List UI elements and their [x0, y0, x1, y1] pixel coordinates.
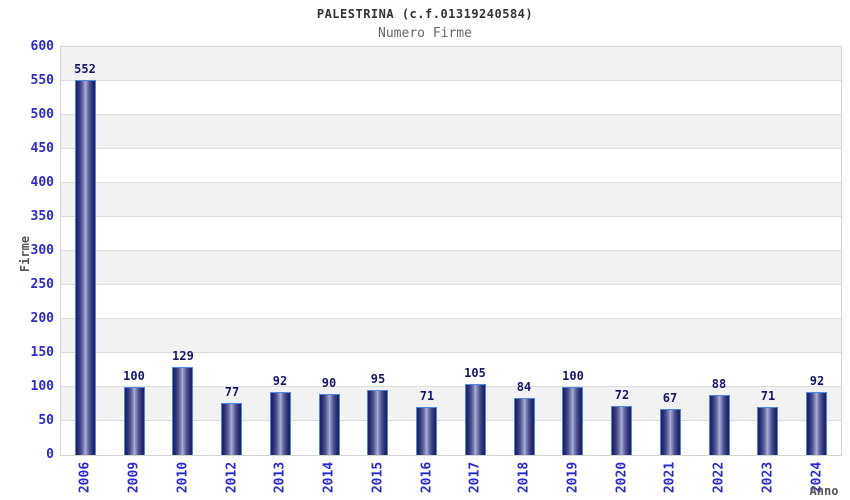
bar-value-label: 95: [370, 372, 386, 386]
grid-band: [61, 251, 841, 285]
chart-title: PALESTRINA (c.f.01319240584): [316, 7, 534, 21]
bar-value-label: 552: [74, 62, 96, 76]
grid-band: [61, 115, 841, 149]
grid-band: [61, 81, 841, 115]
bar: [319, 394, 340, 455]
y-tick-label: 450: [30, 141, 54, 156]
bar: [562, 387, 583, 455]
x-axis-title: Anno: [809, 484, 839, 498]
bar-value-label: 129: [172, 349, 194, 363]
y-tick-label: 100: [30, 379, 54, 394]
y-tick-label: 500: [30, 107, 54, 122]
bar: [514, 398, 535, 455]
grid-band: [61, 47, 841, 81]
bar-value-label: 67: [662, 391, 678, 405]
x-tick-label: 2022: [711, 461, 727, 494]
x-tick-label: 2010: [175, 461, 191, 494]
x-tick-label: 2020: [614, 461, 630, 494]
bar: [124, 387, 145, 455]
bar-value-label: 84: [516, 380, 532, 394]
bar-value-label: 92: [809, 374, 825, 388]
y-tick-label: 0: [46, 447, 54, 462]
bar: [172, 367, 193, 455]
grid-band: [61, 319, 841, 353]
bar-value-label: 71: [760, 389, 776, 403]
bar-value-label: 71: [419, 389, 435, 403]
x-tick-label: 2021: [662, 461, 678, 494]
x-tick-label: 2017: [467, 461, 483, 494]
y-tick-label: 250: [30, 277, 54, 292]
x-tick-label: 2014: [321, 461, 337, 494]
plot-area: 552 100 129 77 92 90 95 71 105 84 100 72 67 88 71 92: [60, 46, 842, 456]
y-tick-label: 200: [30, 311, 54, 326]
bar: [270, 392, 291, 455]
x-tick-label: 2018: [516, 461, 532, 494]
y-tick-label: 600: [30, 39, 54, 54]
bar: [465, 384, 486, 455]
grid-band: [61, 149, 841, 183]
bar-value-label: 100: [123, 369, 145, 383]
bar: [416, 407, 437, 455]
bar: [75, 80, 96, 455]
bar: [709, 395, 730, 455]
x-tick-label: 2019: [565, 461, 581, 494]
x-tick-label: 2012: [224, 461, 240, 494]
bar-value-label: 77: [224, 385, 240, 399]
bar: [757, 407, 778, 455]
y-tick-label: 300: [30, 243, 54, 258]
bar-value-label: 105: [464, 366, 486, 380]
y-tick-label: 50: [38, 413, 54, 428]
bar-value-label: 92: [272, 374, 288, 388]
x-tick-label: 2015: [370, 461, 386, 494]
bar: [806, 392, 827, 455]
x-tick-label: 2013: [272, 461, 288, 494]
bar: [221, 403, 242, 455]
y-tick-label: 550: [30, 73, 54, 88]
x-tick-label: 2009: [126, 461, 142, 494]
bar: [367, 390, 388, 455]
x-tick-label: 2023: [760, 461, 776, 494]
bar-value-label: 88: [711, 377, 727, 391]
y-tick-label: 150: [30, 345, 54, 360]
grid-band: [61, 183, 841, 217]
bar: [611, 406, 632, 455]
grid-band: [61, 285, 841, 319]
y-tick-label: 400: [30, 175, 54, 190]
bar-value-label: 72: [614, 388, 630, 402]
bar-value-label: 90: [321, 376, 337, 390]
x-tick-label: 2016: [419, 461, 435, 494]
x-tick-label: 2006: [77, 461, 93, 494]
bar: [660, 409, 681, 455]
chart-subtitle: Numero Firme: [378, 26, 472, 41]
bar-value-label: 100: [562, 369, 584, 383]
y-tick-label: 350: [30, 209, 54, 224]
grid-band: [61, 217, 841, 251]
